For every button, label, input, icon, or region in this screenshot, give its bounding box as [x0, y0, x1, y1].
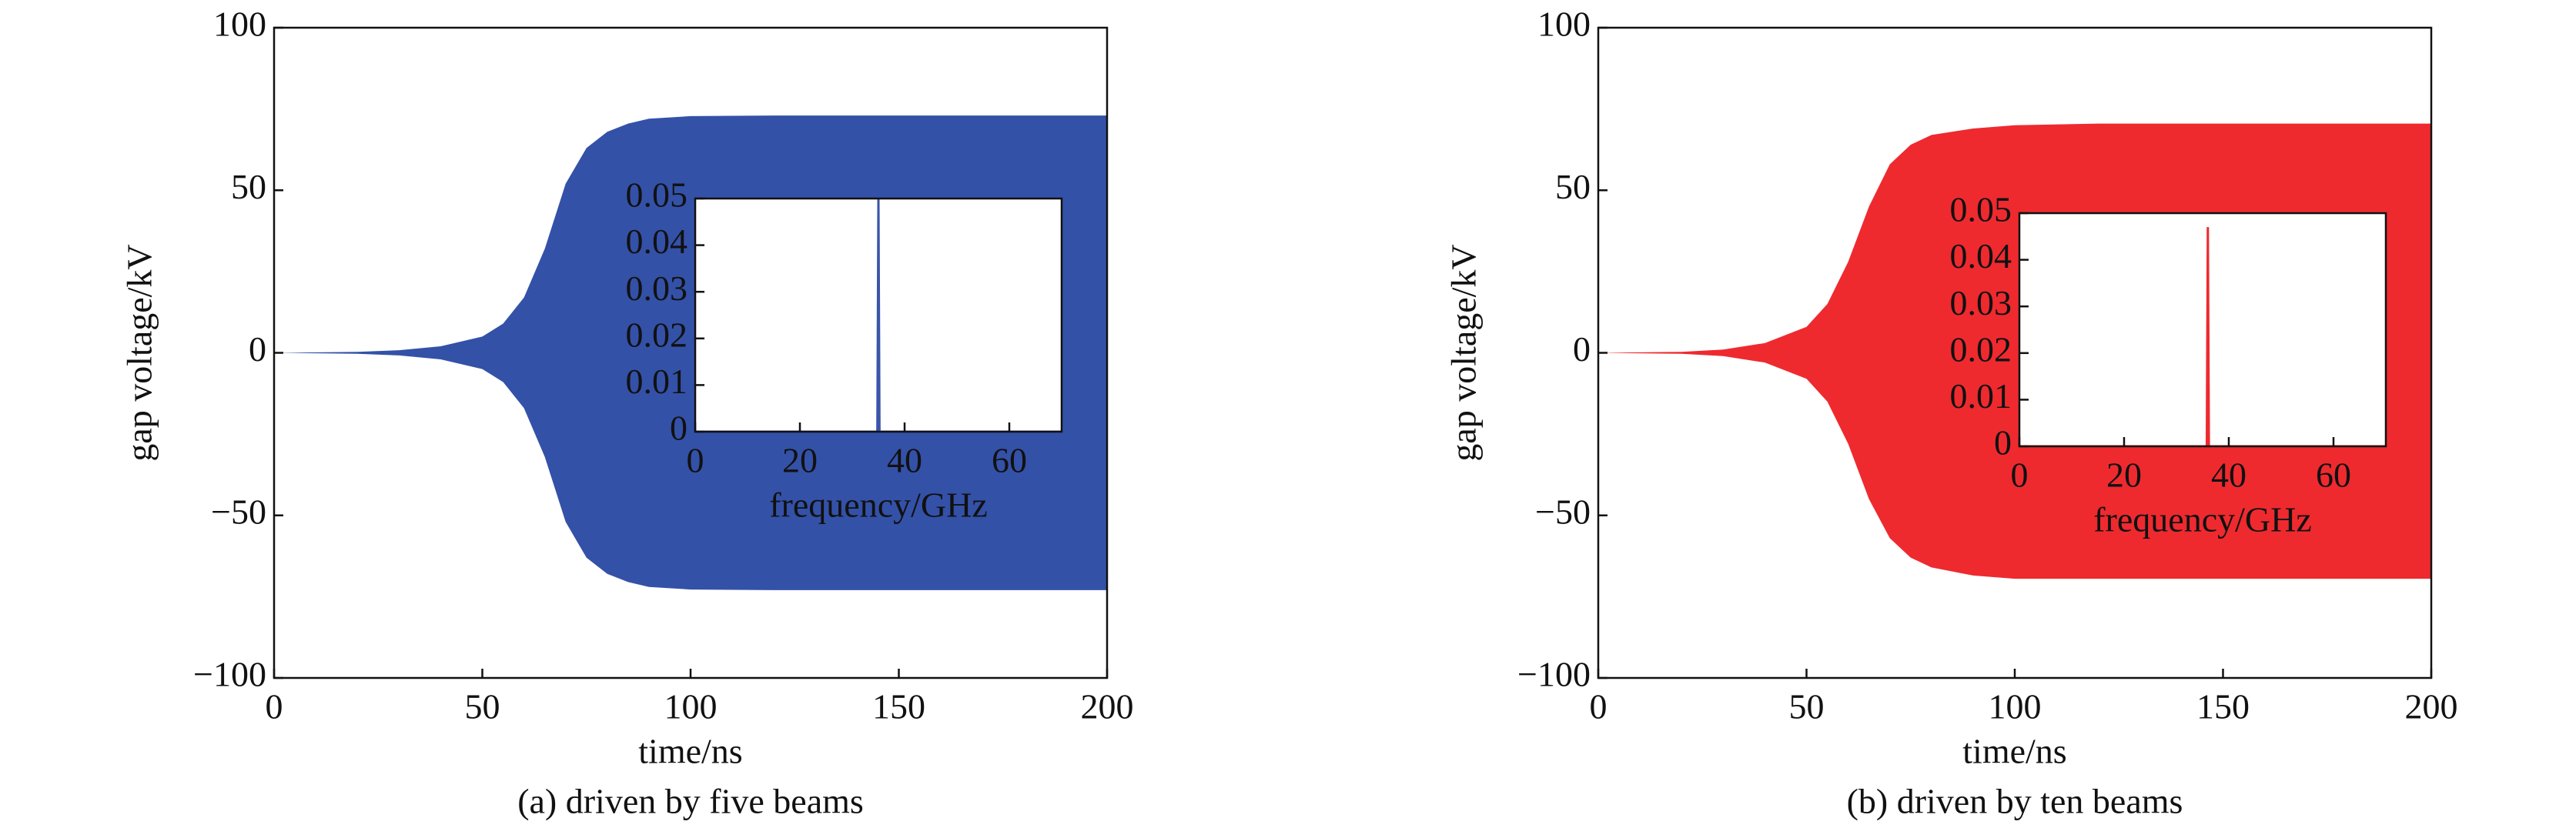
x-tick-label: 50	[1789, 687, 1825, 726]
x-tick-label: 60	[992, 441, 1027, 480]
x-tick-label: 150	[2196, 687, 2250, 726]
y-tick-label: 0.03	[1950, 283, 2012, 322]
x-tick-label: 40	[2211, 456, 2246, 495]
y-tick-label: −100	[193, 655, 266, 694]
x-axis-label: frequency/GHz	[769, 486, 988, 525]
y-tick-label: 0.05	[626, 175, 688, 215]
y-tick-label: 0.04	[626, 222, 688, 261]
y-tick-label: 50	[1555, 167, 1591, 206]
y-tick-label: 0.04	[1950, 236, 2012, 275]
x-tick-label: 60	[2316, 456, 2351, 495]
y-tick-label: −100	[1517, 655, 1591, 694]
y-tick-label: 0.05	[1950, 190, 2012, 229]
x-tick-label: 20	[782, 441, 818, 480]
plot-frame	[2018, 212, 2387, 448]
x-axis-label: frequency/GHz	[2093, 500, 2312, 539]
y-tick-label: 0	[249, 329, 266, 369]
y-tick-label: 0.01	[1950, 376, 2012, 416]
x-tick-label: 200	[2405, 687, 2458, 726]
x-axis-label: time/ns	[1962, 732, 2066, 771]
x-tick-label: 100	[1989, 687, 2042, 726]
y-axis-label: gap voltage/kV	[120, 244, 159, 461]
y-tick-label: −50	[211, 492, 266, 531]
x-axis-label: time/ns	[638, 732, 742, 771]
y-tick-label: 0	[670, 409, 687, 448]
plot-frame	[694, 197, 1063, 433]
y-tick-label: 0	[1573, 329, 1591, 369]
y-tick-label: 100	[213, 5, 266, 44]
x-tick-label: 100	[664, 687, 718, 726]
x-tick-label: 40	[887, 441, 922, 480]
x-tick-label: 20	[2106, 456, 2142, 495]
y-tick-label: 0	[1994, 423, 2012, 462]
caption: (a) driven by five beams	[517, 782, 864, 821]
x-tick-label: 0	[2011, 456, 2029, 495]
y-tick-label: 0.03	[626, 269, 688, 308]
inset-background	[2019, 213, 2386, 446]
x-tick-label: 0	[687, 441, 704, 480]
x-tick-label: 200	[1081, 687, 1134, 726]
x-tick-label: 0	[266, 687, 283, 726]
y-tick-label: −50	[1535, 492, 1591, 531]
x-tick-label: 50	[465, 687, 500, 726]
y-tick-label: 100	[1537, 5, 1591, 44]
x-tick-label: 0	[1590, 687, 1607, 726]
y-tick-label: 0.02	[626, 315, 688, 354]
y-tick-label: 0.02	[1950, 329, 2012, 369]
caption: (b) driven by ten beams	[1847, 782, 2183, 821]
y-tick-label: 50	[231, 167, 266, 206]
y-tick-label: 0.01	[626, 362, 688, 401]
y-axis-label: gap voltage/kV	[1444, 244, 1484, 461]
x-tick-label: 150	[872, 687, 925, 726]
